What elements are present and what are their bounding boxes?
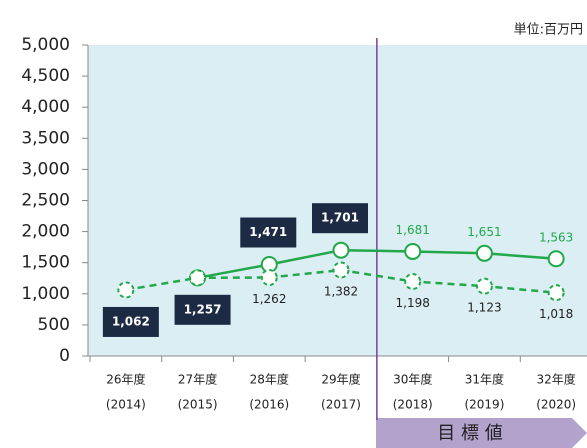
x-tick-label: 32年度	[537, 372, 576, 387]
line	[197, 248, 557, 280]
y-tick-label: 2,500	[21, 191, 70, 211]
y-tick-label: 3,000	[21, 159, 70, 179]
x-tick-label: 29年度	[321, 372, 360, 387]
target-banner	[376, 418, 587, 448]
x-tick-label: 27年度	[178, 372, 217, 387]
x-tick-label: 31年度	[465, 372, 504, 387]
marker	[547, 284, 565, 302]
value-label: 1,062	[112, 314, 150, 328]
y-tick-label: 5,000	[21, 35, 70, 55]
value-label: 1,471	[249, 225, 287, 239]
marker	[332, 261, 350, 279]
y-tick-label: 1,000	[21, 284, 70, 304]
marker	[117, 281, 135, 299]
marker	[475, 244, 493, 262]
y-tick-label: 4,000	[21, 97, 70, 117]
label-box	[174, 294, 231, 325]
x-tick-label: (2014)	[106, 398, 146, 412]
marker	[404, 272, 422, 290]
value-label: 1,262	[252, 292, 286, 306]
target-label: 目 標 値	[437, 423, 502, 444]
label-box	[312, 203, 368, 234]
y-tick-label: 500	[38, 315, 70, 335]
y-tick-label: 2,000	[21, 222, 70, 242]
x-tick-label: 28年度	[250, 372, 289, 387]
marker	[404, 242, 422, 260]
plot-area	[88, 45, 587, 356]
marker	[547, 250, 565, 268]
unit-note: 単位:百万円	[514, 22, 583, 38]
value-label: 1,563	[539, 230, 573, 244]
x-tick-label: (2019)	[464, 398, 504, 412]
value-label: 1,651	[467, 225, 501, 239]
x-tick-label: (2020)	[536, 398, 576, 412]
y-tick-label: 3,500	[21, 128, 70, 148]
marker	[189, 269, 207, 287]
x-tick-label: 26年度	[106, 372, 145, 387]
marker	[260, 269, 278, 287]
y-tick-label: 0	[59, 346, 70, 366]
x-tick-label: (2015)	[178, 398, 218, 412]
label-box	[102, 306, 159, 337]
x-tick-label: (2018)	[393, 398, 433, 412]
y-tick-label: 4,500	[21, 66, 70, 86]
value-label: 1,257	[184, 302, 222, 316]
label-box	[240, 217, 297, 248]
y-tick-label: 1,500	[21, 253, 70, 273]
value-label: 1,701	[321, 211, 359, 225]
x-tick-label: (2016)	[249, 398, 289, 412]
value-label: 1,123	[467, 301, 501, 315]
x-tick-label: 30年度	[393, 372, 432, 387]
value-label: 1,018	[539, 307, 573, 321]
marker	[332, 241, 350, 259]
value-label: 1,681	[396, 223, 430, 237]
marker	[475, 277, 493, 295]
x-tick-label: (2017)	[321, 398, 361, 412]
value-label: 1,198	[396, 296, 430, 310]
value-label: 1,382	[324, 285, 358, 299]
